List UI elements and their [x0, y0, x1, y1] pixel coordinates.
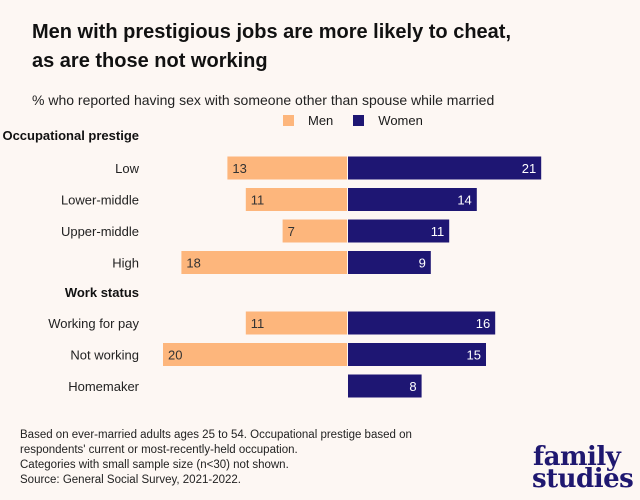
bar-men [163, 343, 347, 366]
category-label: Not working [70, 348, 139, 363]
chart-title: Men with prestigious jobs are more likel… [32, 18, 612, 76]
category-label: Lower-middle [61, 193, 139, 208]
bar-men [227, 156, 347, 180]
footnote-line: Categories with small sample size (n<30)… [20, 459, 289, 471]
legend-item-men: Men [283, 113, 333, 128]
bar-women [348, 343, 486, 366]
category-label: Working for pay [48, 316, 139, 331]
category-label: Homemaker [68, 379, 139, 394]
data-label-women: 9 [419, 256, 426, 271]
logo-word-family: family [532, 442, 621, 472]
legend-label-women: Women [378, 113, 423, 128]
title-line-2: as are those not working [32, 50, 268, 72]
data-label-women: 14 [457, 193, 471, 208]
group-header: Occupational prestige [2, 128, 139, 143]
data-label-men: 20 [168, 348, 182, 363]
group-header: Work status [65, 285, 139, 300]
category-label: Upper-middle [61, 224, 139, 239]
bar-men [181, 251, 347, 274]
bar-women [348, 156, 542, 180]
data-label-women: 15 [467, 348, 481, 363]
bar-men [282, 219, 347, 243]
bar-women [348, 219, 450, 243]
bar-women [348, 374, 422, 398]
bar-women [348, 188, 477, 211]
data-label-men: 18 [186, 256, 200, 271]
data-label-women: 11 [431, 224, 445, 239]
data-label-men: 11 [251, 193, 264, 208]
chart-area: Occupational prestige Low 13 21 Lower-middle… [2, 128, 542, 398]
data-label-women: 21 [522, 161, 536, 176]
family-studies-logo: family studies [520, 442, 634, 494]
legend-swatch-women [353, 115, 365, 126]
logo-word-studies: studies [532, 464, 634, 494]
data-label-women: 16 [476, 316, 490, 331]
legend: Men Women [283, 113, 443, 128]
legend-swatch-men [283, 115, 294, 126]
footnote-line: respondents' current or most-recently-he… [20, 444, 298, 456]
title-line-1: Men with prestigious jobs are more likel… [32, 21, 512, 43]
bar-women [348, 311, 496, 335]
data-label-men: 7 [288, 224, 295, 239]
bar-men [245, 188, 347, 211]
category-label: High [112, 256, 139, 271]
category-label: Low [115, 161, 139, 176]
data-label-men: 11 [251, 316, 264, 331]
data-label-men: 13 [232, 161, 246, 176]
legend-item-women: Women [353, 113, 423, 128]
chart-subtitle: % who reported having sex with someone o… [32, 92, 495, 108]
data-label-women: 8 [409, 379, 416, 394]
source-line: Source: General Social Survey, 2021-2022… [20, 474, 241, 486]
bar-women [348, 251, 431, 274]
legend-label-men: Men [308, 113, 334, 128]
footnote-line: Based on ever-married adults ages 25 to … [20, 429, 412, 441]
footnote: Based on ever-married adults ages 25 to … [20, 428, 412, 488]
bar-men [245, 311, 347, 335]
